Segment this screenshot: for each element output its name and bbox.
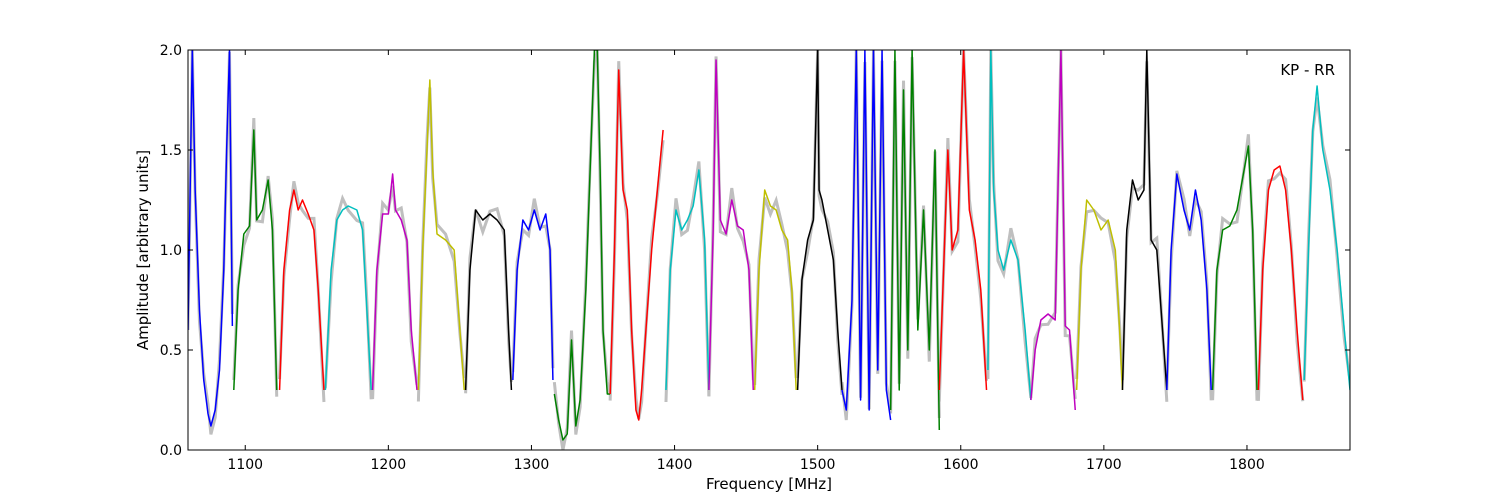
y-axis-label: Amplitude [arbitrary units]	[134, 150, 152, 350]
series-line-23	[1166, 173, 1212, 391]
series-line-1	[188, 50, 234, 427]
series-line-10	[596, 50, 611, 395]
chart-annotation: KP - RR	[1280, 61, 1335, 79]
plot-background	[188, 50, 1350, 450]
y-axis: 0.0 0.5 1.0 1.5 2.0	[160, 43, 1350, 459]
series-line-13	[708, 59, 755, 391]
series-line-22	[1121, 50, 1168, 391]
y-tick-label: 1.5	[160, 143, 182, 159]
x-axis: 1100 1200 1300 1400 1500 1600 1700 1800	[227, 50, 1265, 473]
y-tick-label: 0.5	[160, 343, 182, 359]
x-tick-label: 1800	[1229, 457, 1265, 473]
series-line-9	[553, 50, 598, 441]
series-line-7	[464, 209, 513, 391]
series-line-3	[278, 189, 325, 391]
x-tick-label: 1200	[371, 457, 407, 473]
y-tick-label: 1.0	[160, 243, 182, 259]
y-tick-label: 2.0	[160, 43, 182, 59]
series-line-4	[324, 205, 372, 391]
series-line-18	[938, 50, 988, 391]
y-tick-label: 0.0	[160, 443, 182, 459]
series-line-15	[796, 50, 843, 391]
series-line-19	[987, 50, 1032, 401]
series-line-2	[233, 129, 278, 391]
x-tick-label: 1300	[514, 457, 550, 473]
series-line-14	[753, 189, 797, 391]
x-axis-label: Frequency [MHz]	[706, 475, 832, 493]
series-line-8	[512, 209, 554, 381]
series-line-16	[841, 50, 892, 421]
x-tick-label: 1600	[943, 457, 979, 473]
series-line-17	[889, 50, 941, 431]
x-tick-label: 1100	[227, 457, 263, 473]
series-line-24	[1211, 145, 1258, 391]
plot-area	[188, 50, 1350, 450]
series-line-20	[1030, 50, 1076, 411]
series-line-25	[1257, 165, 1304, 401]
x-tick-label: 1400	[657, 457, 693, 473]
x-tick-label: 1700	[1086, 457, 1122, 473]
series-line-12	[665, 169, 710, 391]
x-tick-label: 1500	[800, 457, 836, 473]
series-line-6	[417, 79, 465, 391]
series-line-11	[609, 69, 664, 421]
series-line-21	[1075, 199, 1124, 391]
series-line-26	[1303, 85, 1350, 391]
series-line-5	[371, 173, 418, 391]
